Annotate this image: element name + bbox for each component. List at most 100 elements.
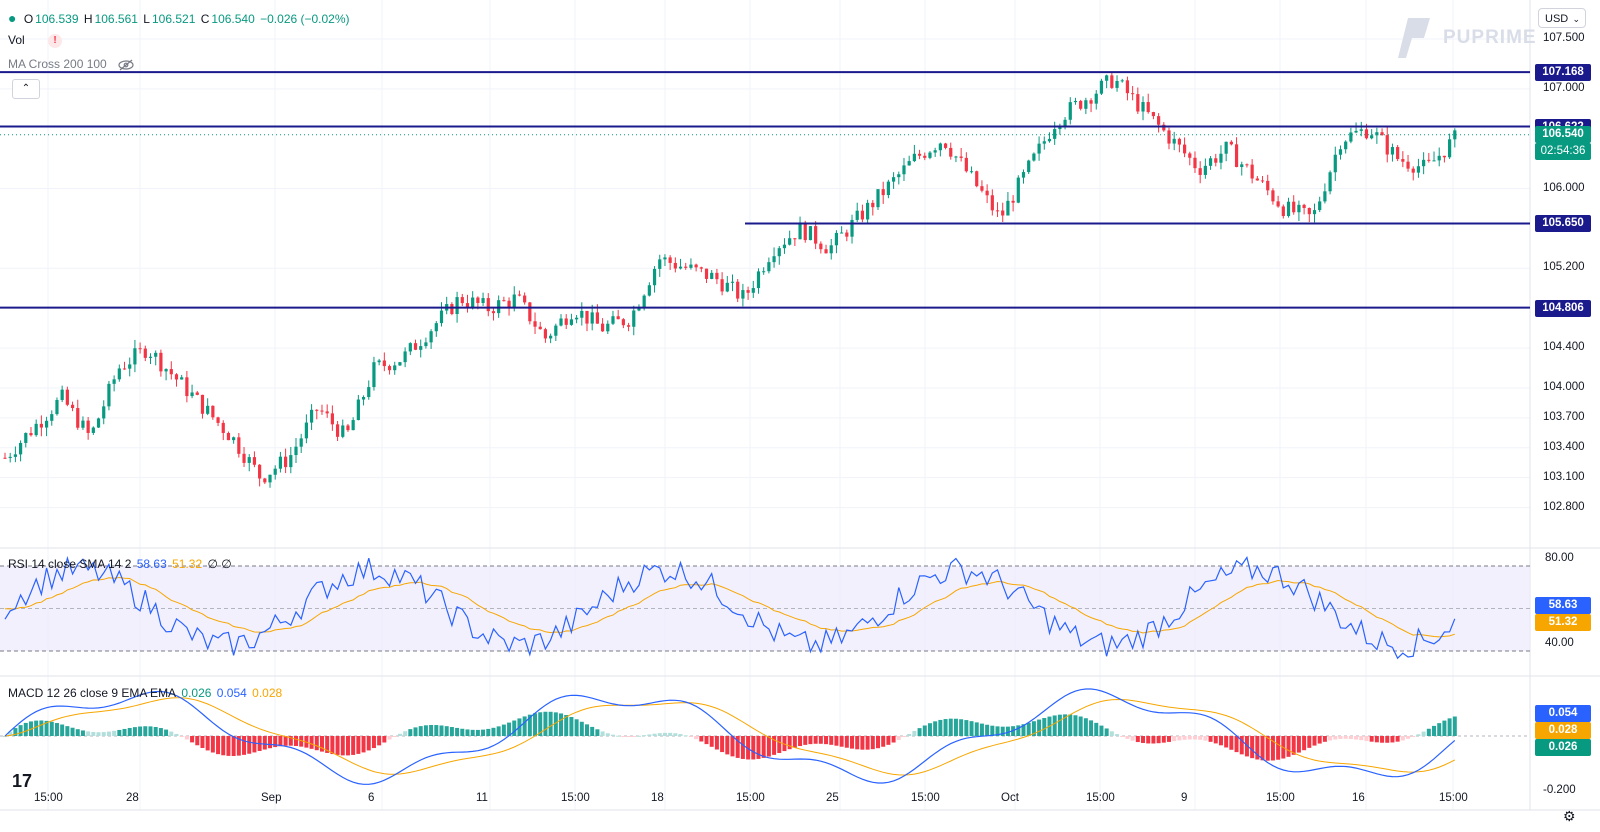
macd-histogram-bar	[382, 736, 387, 743]
rsi-axis-40: 40.00	[1545, 637, 1574, 649]
candle-body	[24, 433, 28, 443]
rsi-sma-tag: 51.32	[1535, 614, 1591, 631]
open-label: O	[23, 12, 34, 26]
macd-histogram-bar	[896, 736, 901, 740]
candle-body	[1328, 172, 1332, 192]
candle-body	[1281, 206, 1285, 217]
macd-histogram-bar	[865, 736, 870, 750]
candle-body	[309, 409, 314, 423]
candle-body	[1266, 180, 1270, 191]
price-axis-label: 105.200	[1543, 261, 1585, 274]
hidden-eye-icon[interactable]	[118, 59, 134, 71]
candle-body	[1354, 130, 1358, 133]
candle-body	[65, 389, 69, 405]
macd-histogram-bar	[361, 736, 366, 753]
macd-histogram-bar	[1276, 736, 1281, 760]
candle-body	[1437, 155, 1441, 161]
candle-body	[523, 295, 527, 303]
macd-histogram-bar	[595, 729, 600, 736]
rsi-legend[interactable]: RSI 14 close SMA 14 2 58.63 51.32 ∅ ∅	[8, 557, 234, 571]
tradingview-logo[interactable]: 17	[12, 771, 33, 791]
macd-histogram-bar	[688, 736, 693, 738]
macd-histogram-bar	[886, 736, 891, 745]
candle-body	[897, 174, 901, 178]
candle-body	[1198, 168, 1202, 175]
macd-histogram-bar	[1052, 715, 1057, 736]
candle-body	[289, 455, 293, 468]
ma-cross-legend[interactable]: MA Cross 200 100	[8, 57, 134, 71]
candle-body	[1094, 93, 1098, 104]
candle-body	[1089, 100, 1093, 104]
candle-body	[959, 156, 963, 158]
candle-body	[143, 348, 147, 358]
rsi-tag: 58.63	[1535, 597, 1591, 614]
macd-histogram-bar	[626, 736, 631, 737]
macd-histogram-bar	[418, 726, 423, 736]
macd-histogram-bar	[1172, 736, 1177, 742]
candle-body	[881, 189, 885, 196]
candle-body	[1047, 138, 1052, 142]
candle-body	[819, 243, 823, 250]
candle-body	[450, 304, 454, 315]
macd-histogram-bar	[1369, 736, 1374, 742]
time-axis-label: 15:00	[561, 792, 590, 804]
low-value: 106.521	[151, 12, 196, 26]
macd-histogram-bar	[221, 736, 226, 756]
macd-histogram-bar	[839, 736, 844, 747]
macd-histogram-bar	[844, 736, 849, 748]
macd-histogram-bar	[642, 735, 647, 737]
macd-histogram-bar	[75, 729, 80, 736]
candle-body	[803, 222, 807, 241]
macd-histogram-bar	[1187, 736, 1192, 740]
candle-body	[1037, 143, 1041, 154]
candle-body	[439, 310, 444, 324]
candle-body	[1396, 147, 1400, 160]
open-value: 106.539	[35, 12, 79, 26]
candle-body	[335, 424, 340, 437]
macd-histogram-bar	[216, 736, 221, 755]
macd-histogram-bar	[397, 733, 402, 736]
macd-axis-neg: -0.200	[1543, 784, 1576, 796]
candle-body	[1385, 135, 1389, 155]
candle-body	[1349, 132, 1353, 142]
volume-legend[interactable]: Vol !	[8, 33, 64, 48]
macd-histogram-bar	[1296, 736, 1301, 753]
candle-body	[694, 264, 698, 268]
candle-body	[834, 232, 839, 246]
macd-histogram-bar	[1395, 736, 1400, 742]
price-axis-label: 107.500	[1543, 32, 1585, 44]
macd-histogram-bar	[860, 736, 865, 750]
candle-body	[55, 399, 59, 415]
macd-histogram-bar	[1348, 736, 1353, 739]
time-axis-label: Sep	[261, 792, 282, 804]
macd-legend[interactable]: MACD 12 26 close 9 EMA EMA 0.026 0.054 0…	[8, 686, 284, 700]
macd-histogram-bar	[449, 727, 454, 736]
candle-body	[481, 298, 485, 304]
macd-histogram-bar	[44, 720, 49, 736]
time-axis-label: 28	[126, 792, 139, 804]
candle-body	[429, 331, 433, 343]
candle-body	[704, 268, 709, 279]
collapse-legend-button[interactable]: ⌃	[12, 79, 40, 99]
candle-body	[995, 210, 1000, 212]
macd-histogram-bar	[694, 736, 699, 740]
candle-body	[585, 310, 589, 324]
time-axis-label: 11	[476, 792, 488, 804]
candle-body	[788, 238, 792, 245]
candle-body	[1027, 160, 1031, 173]
currency-select[interactable]: USD ⌄	[1538, 8, 1586, 28]
macd-histogram-bar	[673, 733, 678, 736]
macd-histogram-bar	[1317, 736, 1322, 744]
candle-body	[580, 310, 584, 318]
macd-histogram-bar	[901, 736, 906, 737]
gear-icon[interactable]: ⚙	[1563, 808, 1576, 824]
macd-histogram-bar	[590, 726, 595, 736]
warning-icon[interactable]: !	[48, 33, 63, 48]
macd-histogram-bar	[294, 736, 298, 746]
candle-body	[1182, 144, 1187, 154]
candle-body	[112, 379, 116, 384]
change-value: −0.026 (−0.02%)	[260, 12, 350, 26]
candle-body	[808, 226, 813, 241]
macd-histogram-bar	[470, 729, 475, 736]
